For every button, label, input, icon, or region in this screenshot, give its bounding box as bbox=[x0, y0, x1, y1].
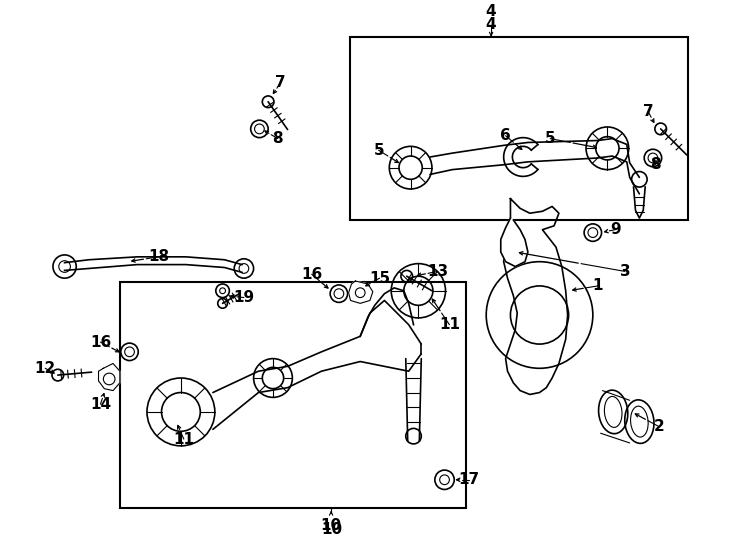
Text: 4: 4 bbox=[485, 4, 496, 19]
Text: 5: 5 bbox=[545, 131, 556, 146]
Text: 16: 16 bbox=[90, 335, 111, 349]
Text: 17: 17 bbox=[458, 472, 479, 487]
Text: 6: 6 bbox=[501, 128, 511, 143]
Text: 19: 19 bbox=[233, 290, 255, 305]
Text: 9: 9 bbox=[610, 222, 620, 237]
Text: 8: 8 bbox=[272, 131, 283, 146]
Text: 4: 4 bbox=[486, 17, 496, 32]
Bar bbox=[349, 37, 688, 220]
Text: 11: 11 bbox=[439, 317, 460, 332]
Text: 5: 5 bbox=[374, 143, 384, 158]
Polygon shape bbox=[98, 363, 120, 390]
Text: 3: 3 bbox=[619, 264, 630, 279]
Text: 1: 1 bbox=[592, 279, 603, 293]
Polygon shape bbox=[349, 281, 373, 303]
Text: 15: 15 bbox=[369, 271, 390, 286]
Text: 16: 16 bbox=[301, 267, 322, 282]
Text: 12: 12 bbox=[34, 361, 56, 376]
Bar bbox=[120, 282, 466, 508]
Text: 14: 14 bbox=[90, 397, 111, 411]
Text: 7: 7 bbox=[275, 75, 286, 90]
Text: 13: 13 bbox=[427, 264, 448, 279]
Text: 10: 10 bbox=[321, 522, 342, 537]
Text: 10: 10 bbox=[321, 518, 342, 533]
Text: 8: 8 bbox=[650, 157, 661, 172]
Text: 11: 11 bbox=[173, 431, 195, 447]
Polygon shape bbox=[501, 218, 528, 267]
Text: 18: 18 bbox=[148, 249, 169, 265]
Text: 2: 2 bbox=[653, 419, 664, 434]
Text: 7: 7 bbox=[643, 104, 653, 119]
